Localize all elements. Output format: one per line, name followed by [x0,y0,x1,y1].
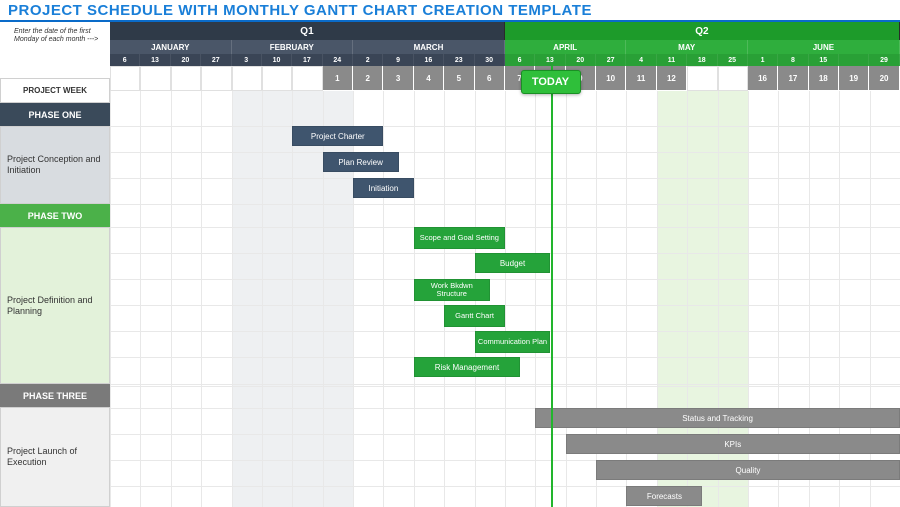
week-cell: 6 [475,66,505,91]
day-cell: 6 [505,54,535,66]
week-cell: 20 [869,66,899,91]
week-cell: 1 [323,66,353,91]
task-bar[interactable]: Quality [596,460,900,480]
day-cell: 24 [323,54,353,66]
week-cell: 12 [657,66,687,91]
task-bar[interactable]: Communication Plan [475,331,551,353]
week-cell [718,66,748,91]
week-cell [292,66,322,91]
week-cell: 5 [444,66,474,91]
sidebar: Enter the date of the first Monday of ea… [0,22,110,507]
day-cell: 16 [414,54,444,66]
week-number-row: 1234567891011121617181920 [110,66,900,91]
task-bar[interactable]: Forecasts [626,486,702,506]
day-cell: 13 [535,54,565,66]
day-cell: 27 [596,54,626,66]
week-cell [171,66,201,91]
day-cell: 30 [475,54,505,66]
gantt-chart: Enter the date of the first Monday of ea… [0,22,900,507]
week-cell [110,66,140,91]
week-cell [262,66,292,91]
phase-two-label: PHASE TWO [0,204,110,227]
week-cell: 17 [778,66,808,91]
task-bar[interactable]: Budget [475,253,551,273]
week-cell: 10 [596,66,626,91]
day-cell: 8 [778,54,808,66]
timeline-headers: Q1Q2 JANUARYFEBRUARYMARCHAPRILMAYJUNE 61… [110,22,900,66]
day-cell: 18 [687,54,717,66]
task-bar[interactable]: Scope and Goal Setting [414,227,505,249]
task-bar[interactable]: Status and Tracking [535,408,900,428]
week-cell [232,66,262,91]
phase-three-label: PHASE THREE [0,384,110,407]
task-bar[interactable]: Risk Management [414,357,520,377]
section-launch: Project Launch of Execution [0,407,110,507]
day-cell [839,54,869,66]
project-week-label: PROJECT WEEK [0,78,110,103]
day-cell: 25 [718,54,748,66]
day-cell: 3 [232,54,262,66]
month-cell: MARCH [353,40,505,54]
day-cell: 27 [201,54,231,66]
quarter-cell: Q2 [505,22,900,40]
month-row: JANUARYFEBRUARYMARCHAPRILMAYJUNE [110,40,900,54]
day-cell: 29 [869,54,899,66]
quarter-cell: Q1 [110,22,505,40]
month-cell: JANUARY [110,40,232,54]
day-cell: 6 [110,54,140,66]
day-cell: 15 [809,54,839,66]
day-cell: 1 [748,54,778,66]
page-title: PROJECT SCHEDULE WITH MONTHLY GANTT CHAR… [8,2,592,19]
week-cell: 3 [383,66,413,91]
today-badge: TODAY [521,70,581,94]
section-definition: Project Definition and Planning [0,227,110,384]
day-cell: 17 [292,54,322,66]
week-cell: 2 [353,66,383,91]
enter-date-hint: Enter the date of the first Monday of ea… [14,28,104,45]
day-cell: 9 [383,54,413,66]
day-cell: 2 [353,54,383,66]
quarter-row: Q1Q2 [110,22,900,40]
week-cell [201,66,231,91]
title-bar: PROJECT SCHEDULE WITH MONTHLY GANTT CHAR… [0,0,900,22]
day-cell: 23 [444,54,474,66]
week-cell: 11 [626,66,656,91]
task-bar[interactable]: Work Bkdwn Structure [414,279,490,301]
week-cell: 19 [839,66,869,91]
day-cell: 10 [262,54,292,66]
task-bars: Project Charter Plan Review Initiation Scop… [110,103,900,507]
task-bar[interactable]: Gantt Chart [444,305,505,327]
phase-one-label: PHASE ONE [0,103,110,126]
day-cell: 4 [626,54,656,66]
day-cell: 20 [171,54,201,66]
week-cell: 16 [748,66,778,91]
day-cell: 13 [140,54,170,66]
week-cell [140,66,170,91]
task-bar[interactable]: Plan Review [323,152,399,172]
task-bar[interactable]: Project Charter [292,126,383,146]
month-cell: FEBRUARY [232,40,354,54]
month-cell: JUNE [748,40,900,54]
day-row: 6132027310172429162330613202741118251815… [110,54,900,66]
month-cell: MAY [626,40,748,54]
section-conception: Project Conception and Initiation [0,126,110,204]
task-bar[interactable]: KPIs [566,434,900,454]
today-badge-text: TODAY [532,76,569,88]
today-marker-line [551,66,553,507]
month-cell: APRIL [505,40,627,54]
day-cell: 11 [657,54,687,66]
week-cell [687,66,717,91]
week-cell: 18 [809,66,839,91]
day-cell: 20 [566,54,596,66]
week-cell: 4 [414,66,444,91]
task-bar[interactable]: Initiation [353,178,414,198]
